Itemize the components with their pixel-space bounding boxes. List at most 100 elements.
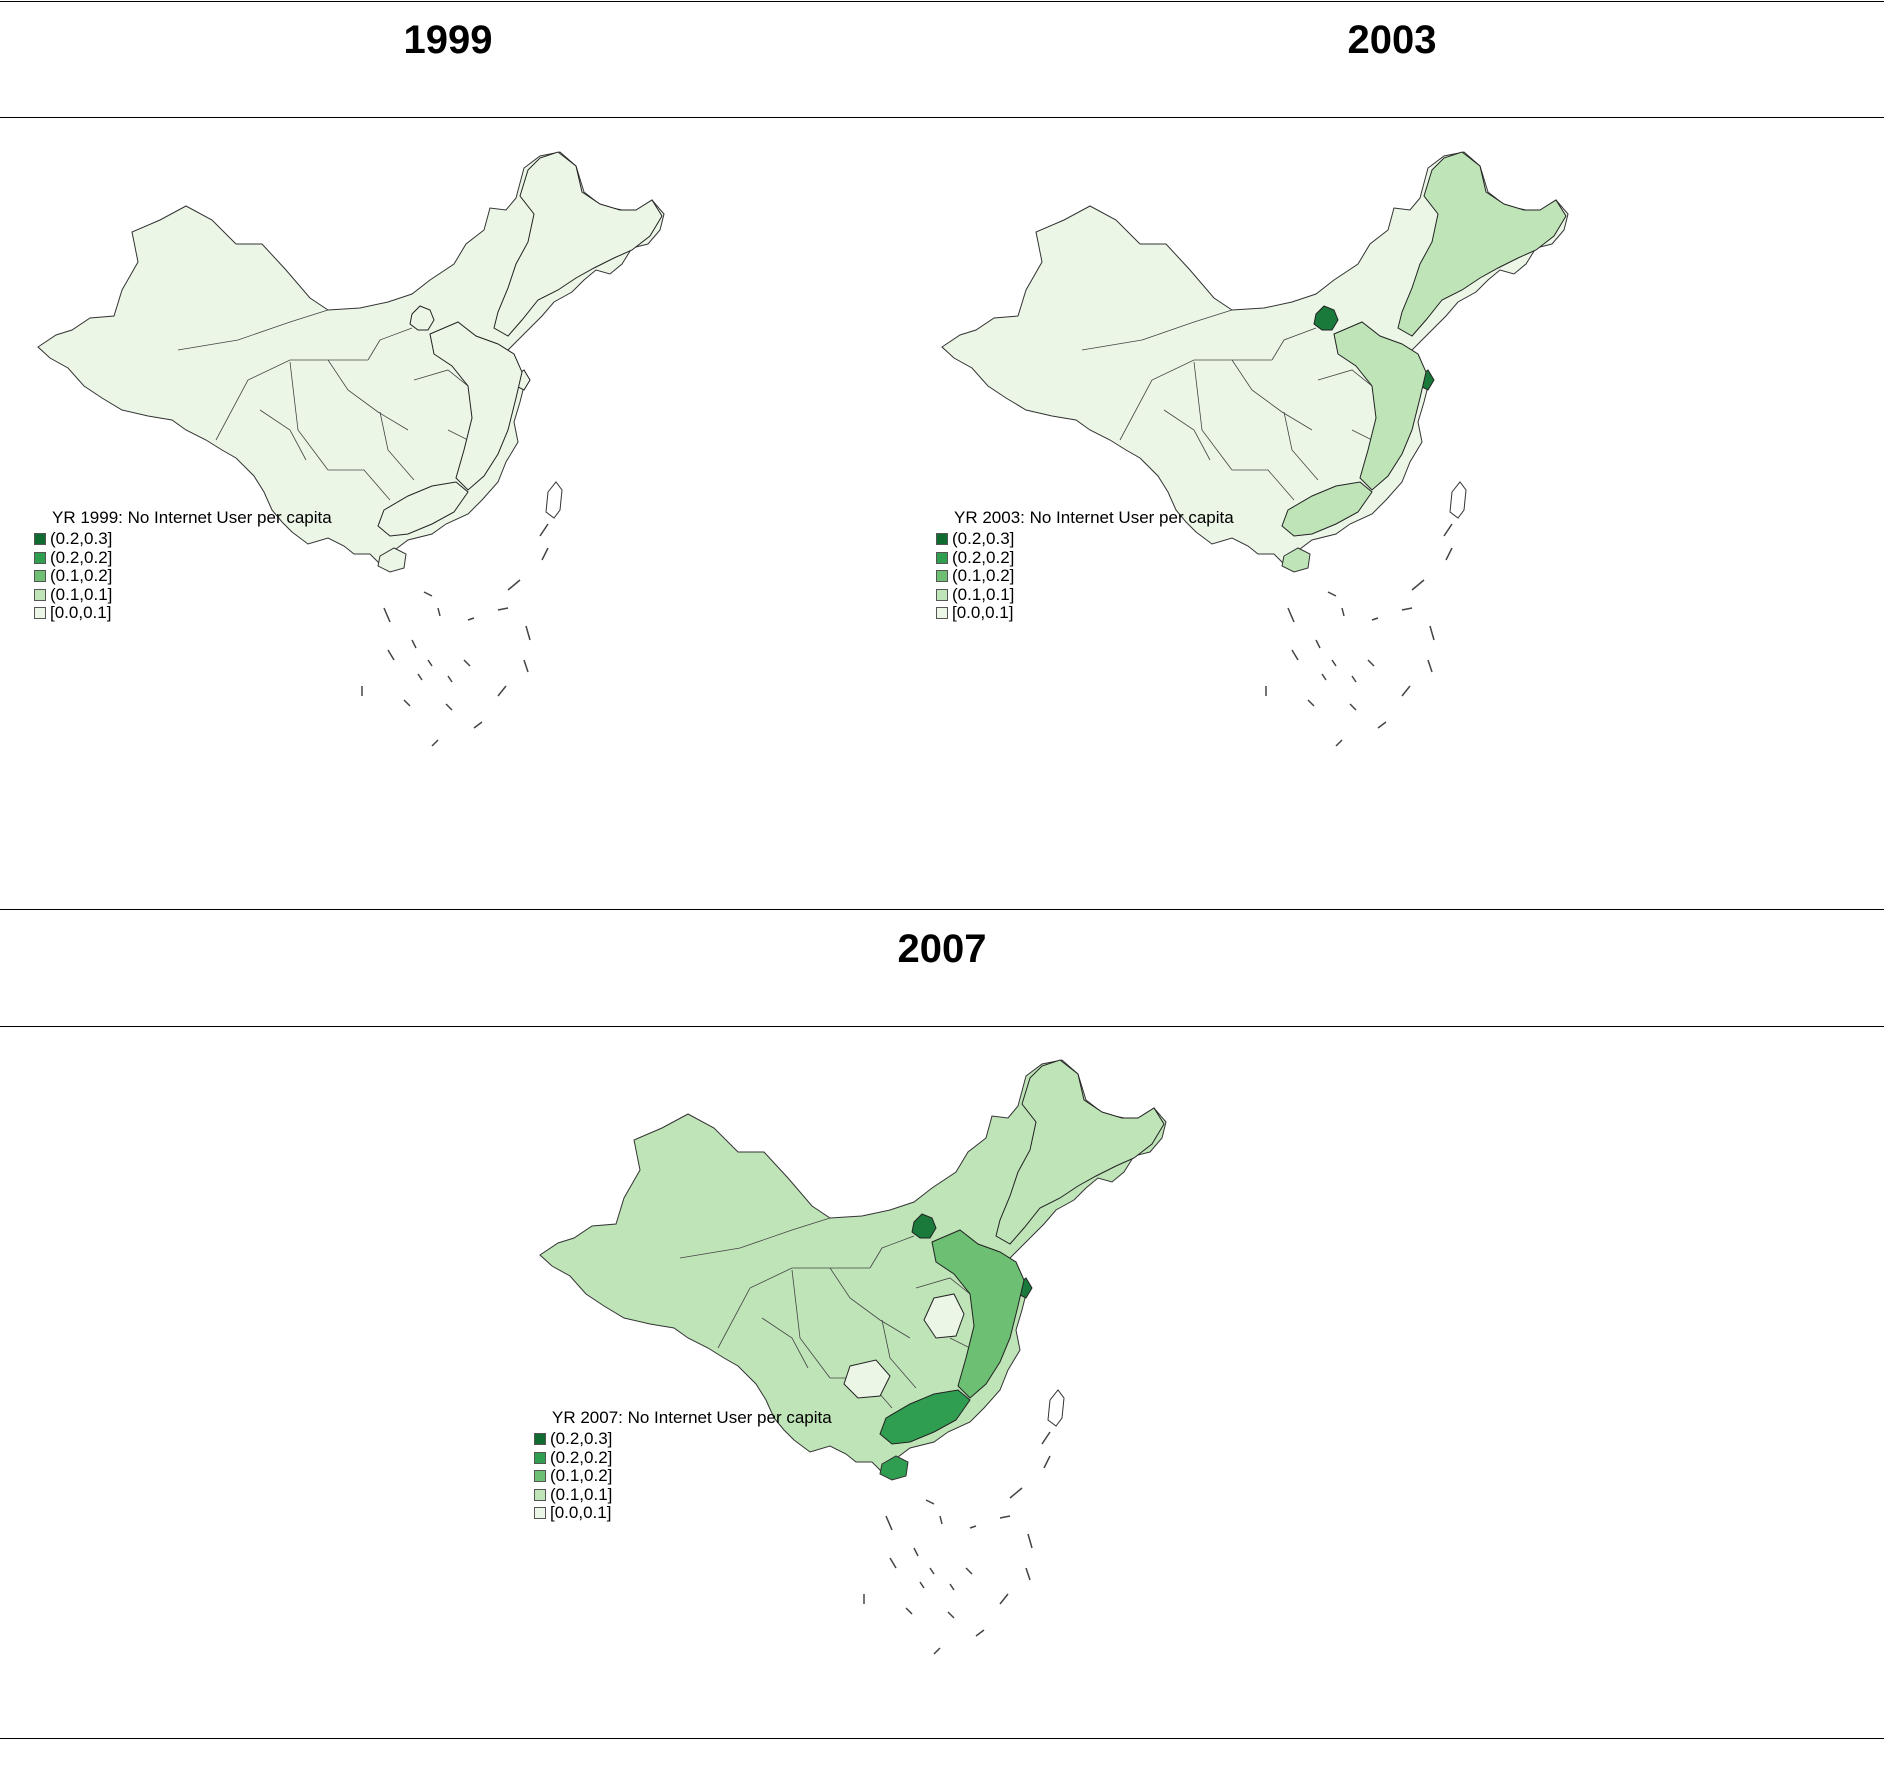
province-beijing [911, 1213, 937, 1239]
province-border [1232, 469, 1295, 501]
rule-middle [0, 909, 1884, 910]
legend-swatch [34, 533, 46, 546]
sea-dash [933, 1647, 941, 1655]
sea-dash [431, 739, 439, 747]
legend-title: YR 2007: No Internet User per capita [552, 1408, 832, 1427]
legend-entry: [0.0,0.1] [34, 603, 332, 623]
province-border [1231, 359, 1313, 431]
china-map-2003 [941, 151, 1569, 747]
legend-swatch [34, 607, 46, 620]
country-outline [539, 1059, 1167, 1473]
legend-swatch [534, 1488, 546, 1501]
legend-swatch [936, 607, 948, 620]
sea-dash [1351, 675, 1357, 683]
legend-label: (0.1,0.2] [952, 566, 1015, 586]
sea-dash [1429, 625, 1435, 641]
province-border [1317, 369, 1373, 387]
sea-dash [525, 625, 531, 641]
province-border [1081, 309, 1233, 351]
legend-title: YR 1999: No Internet User per capita [52, 508, 332, 527]
province-border [679, 1217, 831, 1259]
sea-dash [1349, 703, 1357, 711]
sea-dash [1025, 1567, 1031, 1581]
sea-dash [999, 1515, 1011, 1519]
legend-label: (0.1,0.2] [50, 566, 113, 586]
sea-dash [889, 1557, 897, 1569]
sea-dash [1341, 607, 1345, 617]
legend-2003: YR 2003: No Internet User per capita (0.… [936, 508, 1234, 623]
sea-dash [949, 1583, 955, 1591]
legend-label: (0.1,0.1] [50, 584, 113, 604]
rule-top [0, 1, 1884, 2]
sea-dash [965, 1567, 973, 1575]
rule-bottom [0, 1738, 1884, 1739]
legend-label: (0.2,0.2] [952, 547, 1015, 567]
legend-label: [0.0,0.1] [952, 603, 1014, 623]
legend-entry: (0.1,0.1] [534, 1485, 832, 1505]
sea-dash [497, 607, 509, 611]
legend-entry: (0.2,0.2] [936, 547, 1234, 568]
rule-after-titles [0, 117, 1884, 118]
legend-swatch [936, 533, 948, 546]
province-northeast [1397, 151, 1567, 337]
province-guangdong [879, 1389, 971, 1445]
province-beijing [409, 305, 435, 331]
legend-label: (0.2,0.2] [50, 547, 113, 567]
sea-dash [1331, 659, 1337, 667]
sea-dash [1287, 607, 1295, 623]
sea-dash [905, 1607, 913, 1615]
legend-label: (0.1,0.2] [550, 1466, 613, 1486]
china-map-1999 [37, 151, 665, 747]
province-guangdong [1281, 481, 1373, 537]
legend-swatch [534, 1507, 546, 1520]
sea-dash [427, 659, 433, 667]
legend-swatch [534, 1470, 546, 1483]
province-border [177, 309, 329, 351]
legend-swatch [534, 1433, 546, 1446]
sea-dash [1307, 699, 1315, 707]
province-border [881, 1319, 917, 1389]
sea-dash [473, 721, 483, 729]
island-hainan [1281, 547, 1311, 573]
sea-dash [383, 607, 391, 623]
legend-label: (0.2,0.2] [550, 1447, 613, 1467]
legend-label: (0.2,0.3] [550, 1429, 613, 1449]
sea-dash [423, 591, 433, 597]
year-title-2007: 2007 [897, 927, 987, 971]
province-border [829, 1267, 911, 1339]
sea-dash [417, 673, 423, 681]
legend-swatch [936, 551, 948, 564]
legend-entry: (0.2,0.3] [936, 529, 1234, 549]
legend-swatch [534, 1451, 546, 1464]
sea-dash [1291, 649, 1299, 661]
province-border [869, 1235, 915, 1269]
legend-entry: (0.1,0.1] [936, 584, 1234, 605]
sea-dash [919, 1581, 925, 1589]
sea-dash [925, 1499, 935, 1505]
sea-dash [1401, 685, 1411, 697]
legend-swatch [34, 588, 46, 601]
province-border [413, 369, 469, 387]
sea-dash [1411, 579, 1425, 591]
sea-dash [463, 659, 471, 667]
sea-dash [411, 639, 417, 649]
sea-dash [1321, 673, 1327, 681]
legend-entry: (0.2,0.2] [534, 1447, 832, 1468]
legend-entry: (0.1,0.1] [34, 584, 332, 605]
province-coastal-east [931, 1229, 1025, 1399]
sea-dash [541, 547, 549, 561]
province-coastal-east [1333, 321, 1427, 491]
legend-swatch [34, 570, 46, 583]
sea-dash [1043, 1455, 1051, 1469]
legend-entry: (0.1,0.2] [34, 566, 332, 586]
province-beijing [1313, 305, 1339, 331]
legend-label: (0.1,0.1] [952, 584, 1015, 604]
legend-swatch [34, 551, 46, 564]
province-northeast [493, 151, 663, 337]
province-guangdong [377, 481, 469, 537]
province-low-pockets [843, 1293, 965, 1399]
province-border [327, 359, 409, 431]
province-border [367, 327, 413, 361]
sea-dash [1009, 1487, 1023, 1499]
island-taiwan [1449, 481, 1467, 519]
